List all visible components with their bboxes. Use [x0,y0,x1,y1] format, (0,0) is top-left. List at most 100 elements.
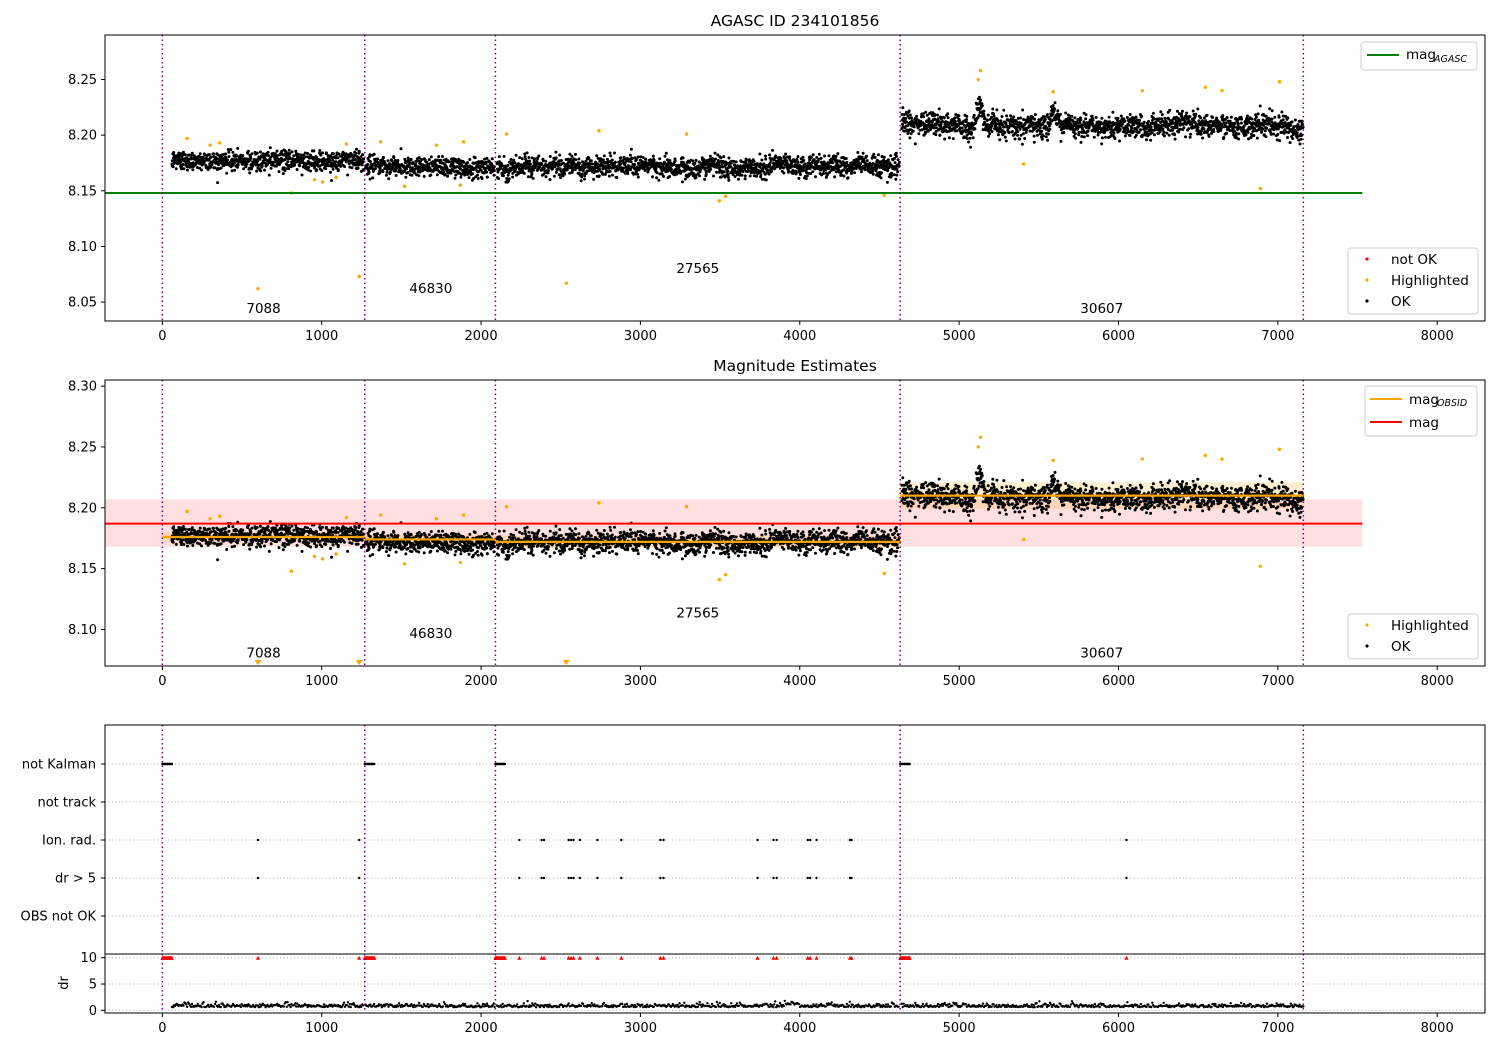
ok-point [255,151,259,155]
ok-point [827,154,831,158]
ok-point [250,526,254,530]
ok-point [398,167,402,171]
panel1-x-axis: 0 1000 2000 3000 4000 5000 6000 7000 8000 [158,321,1454,344]
ok-point [485,170,489,174]
ok-point [727,156,731,160]
ok-point [231,150,235,154]
ok-point [1239,121,1243,125]
ok-point [636,172,639,176]
ok-point [182,167,186,171]
ok-point [180,541,184,544]
ok-point [312,149,316,153]
ok-point [1126,127,1130,131]
ok-point [294,149,298,153]
ok-point [703,177,707,181]
ok-point [876,153,880,157]
ok-point [748,174,752,178]
ok-point [376,157,379,161]
ok-point [361,160,365,164]
ok-point [613,151,616,155]
ok-point [502,154,506,158]
ok-point [1033,117,1037,121]
ok-point [729,165,733,169]
ok-point [1196,126,1200,129]
ok-point [798,173,802,176]
ok-point [183,527,187,531]
ok-point [722,155,726,159]
ok-point [845,160,849,164]
ok-point [548,155,552,158]
ok-point [1059,139,1063,143]
ok-point [611,173,614,177]
ok-point [226,148,230,151]
ok-point [554,156,558,160]
ok-point [255,525,259,529]
ok-point [484,160,488,164]
ok-point [834,154,838,158]
ok-point [334,160,338,164]
ok-point [1290,120,1294,124]
ok-point [1212,130,1216,133]
ok-point [281,172,285,176]
ok-point [1199,132,1203,136]
ok-point [787,169,791,173]
ok-point [831,161,835,165]
ok-point [968,136,972,140]
ok-point [259,169,263,173]
ok-point [439,158,443,162]
ok-point [276,154,279,158]
ok-point [337,152,341,156]
ok-point [454,173,458,177]
ok-point [405,167,409,171]
ok-point [823,154,827,158]
p1-xtick-label-2: 2000 [465,329,498,344]
ok-point [764,178,768,182]
ok-point [1021,132,1025,136]
ok-point [1111,110,1115,114]
ok-point [324,167,328,171]
ok-point [215,157,219,161]
ok-point [702,158,706,162]
ok-point [241,154,245,158]
ok-point [1264,135,1268,139]
ok-point [1252,134,1256,137]
ok-point [1058,112,1062,116]
ok-point [1280,110,1284,114]
ok-point [469,170,473,174]
ok-point [1045,126,1049,130]
ok-point [967,140,971,144]
ok-point [180,165,184,169]
ok-point [861,151,865,155]
ok-point [635,158,638,161]
ok-point [429,155,433,159]
ok-point [1092,135,1096,139]
ok-point [1132,129,1135,133]
ok-point [459,175,463,179]
ok-point [946,112,950,116]
ok-point [937,107,941,111]
ok-point [708,154,712,158]
ok-point [390,159,394,163]
ok-point [242,543,246,547]
ok-point [219,166,223,170]
highlighted-point [1277,80,1282,84]
ok-point [1078,121,1082,125]
ok-point [527,156,531,159]
ok-point [889,154,893,158]
ok-point [319,153,323,157]
ok-point [388,162,391,166]
ok-point [287,167,291,171]
ok-point [602,154,606,158]
ok-point [336,168,340,172]
ok-point [644,157,648,161]
ok-point [895,173,899,177]
ok-point [1018,137,1022,141]
legend-marker-not-ok [1365,257,1369,261]
legend-ok-label: OK [1391,294,1412,310]
ok-point [768,161,772,165]
ok-point [850,170,854,174]
ok-point [198,152,202,156]
ok-point [443,172,447,176]
ok-point [955,129,959,133]
